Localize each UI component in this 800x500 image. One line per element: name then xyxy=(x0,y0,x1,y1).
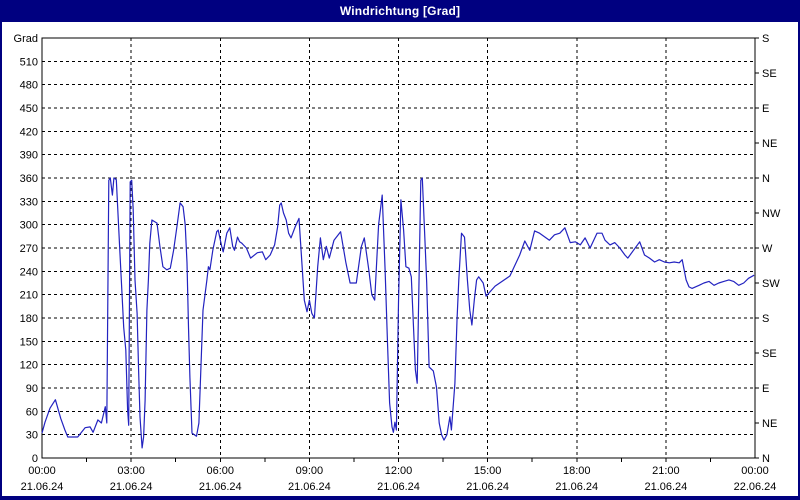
y-axis-tick-label: 240 xyxy=(20,266,38,278)
compass-tick-label: S xyxy=(762,33,769,45)
y-axis-tick-label: 120 xyxy=(20,360,38,372)
y-axis-tick-label: 450 xyxy=(20,103,38,115)
compass-tick-label: N xyxy=(762,173,770,185)
y-axis-unit-label: Grad xyxy=(14,33,38,45)
compass-tick-label: NE xyxy=(762,138,777,150)
x-axis-date-label: 21.06.24 xyxy=(644,481,687,493)
y-axis-tick-label: 300 xyxy=(20,220,38,232)
x-axis-date-label: 22.06.24 xyxy=(734,481,777,493)
y-axis-tick-label: 90 xyxy=(26,383,38,395)
x-axis-date-label: 21.06.24 xyxy=(199,481,242,493)
x-axis-time-label: 03:00 xyxy=(117,465,145,477)
y-axis-tick-label: 330 xyxy=(20,196,38,208)
y-axis-tick-label: 150 xyxy=(20,336,38,348)
compass-tick-label: SE xyxy=(762,348,777,360)
x-axis-time-label: 09:00 xyxy=(296,465,324,477)
compass-tick-label: W xyxy=(762,243,773,255)
compass-tick-label: SW xyxy=(762,278,780,290)
compass-tick-label: N xyxy=(762,453,770,465)
compass-tick-label: E xyxy=(762,103,769,115)
x-axis-date-label: 21.06.24 xyxy=(377,481,420,493)
y-axis-tick-label: 60 xyxy=(26,406,38,418)
x-axis-time-label: 15:00 xyxy=(474,465,502,477)
x-axis-time-label: 12:00 xyxy=(385,465,413,477)
compass-tick-label: E xyxy=(762,383,769,395)
y-axis-tick-label: 0 xyxy=(32,453,38,465)
y-axis-tick-label: 270 xyxy=(20,243,38,255)
x-axis-time-label: 18:00 xyxy=(563,465,591,477)
compass-tick-label: NE xyxy=(762,418,777,430)
y-axis-tick-label: 390 xyxy=(20,150,38,162)
x-axis-date-label: 21.06.24 xyxy=(288,481,331,493)
wind-direction-line xyxy=(41,177,755,449)
x-axis-time-label: 00:00 xyxy=(28,465,56,477)
y-axis-tick-label: 30 xyxy=(26,430,38,442)
x-axis-date-label: 21.06.24 xyxy=(466,481,509,493)
y-axis-tick-label: 360 xyxy=(20,173,38,185)
x-axis-time-label: 21:00 xyxy=(652,465,680,477)
chart-title: Windrichtung [Grad] xyxy=(339,4,461,18)
x-axis-time-label: 00:00 xyxy=(741,465,769,477)
y-axis-tick-label: 480 xyxy=(20,80,38,92)
compass-tick-label: SE xyxy=(762,68,777,80)
y-axis-tick-label: 210 xyxy=(20,290,38,302)
x-axis-date-label: 21.06.24 xyxy=(555,481,598,493)
y-axis-tick-label: 420 xyxy=(20,126,38,138)
window-title-bar: Windrichtung [Grad] xyxy=(0,0,800,22)
x-axis-date-label: 21.06.24 xyxy=(110,481,153,493)
y-axis-tick-label: 180 xyxy=(20,313,38,325)
y-axis-tick-label: 510 xyxy=(20,56,38,68)
x-axis-time-label: 06:00 xyxy=(206,465,234,477)
x-axis-date-label: 21.06.24 xyxy=(21,481,64,493)
compass-tick-label: NW xyxy=(762,208,781,220)
compass-tick-label: S xyxy=(762,313,769,325)
